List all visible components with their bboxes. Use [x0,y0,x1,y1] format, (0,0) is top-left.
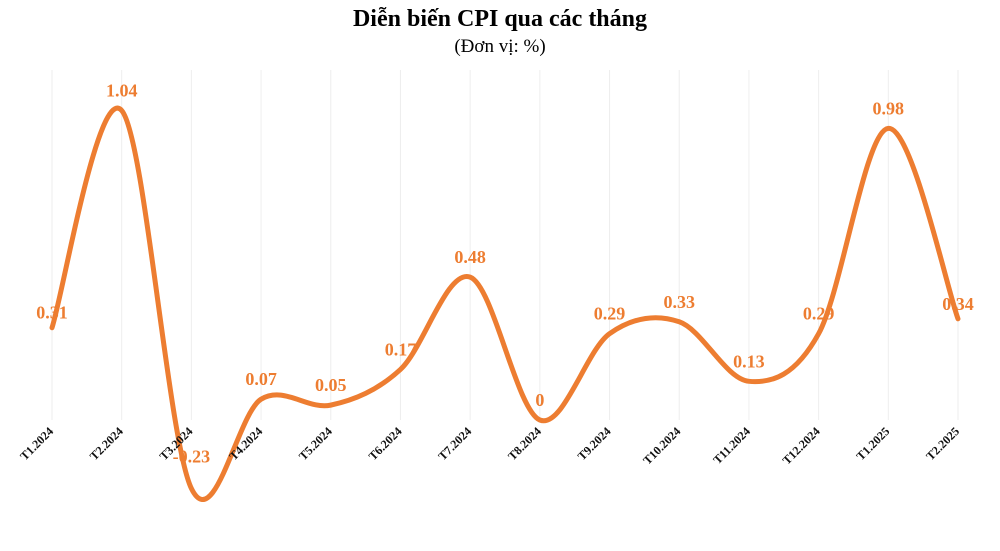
vertical-gridlines [51,70,959,420]
x-tick-label: T6.2024 [366,424,405,463]
data-label: 0.33 [663,292,695,312]
x-tick-label: T2.2025 [923,424,962,463]
x-tick-label: T7.2024 [435,424,474,463]
data-label: 0.98 [873,98,905,118]
data-label: 0.48 [454,247,486,267]
x-axis-tick-labels: T1.2024 T2.2024 T3.2024 T4.2024 T5.2024 T6.20… [17,424,962,467]
x-tick-label: T4.2024 [226,424,265,463]
x-tick-label: T1.2025 [854,424,893,463]
chart-title: Diễn biến CPI qua các tháng [352,6,648,32]
data-label: 0.29 [594,304,626,324]
data-label: 0.13 [733,351,765,371]
data-label: 0.29 [803,304,835,324]
x-tick-label: T2.2024 [87,424,126,463]
data-label: 0.05 [315,375,347,395]
data-label: 1.04 [106,80,138,100]
data-label: 0.07 [245,369,277,389]
data-label: 0.34 [942,294,974,314]
cpi-series-line [49,105,961,502]
x-tick-label: T11.2024 [710,424,753,467]
x-tick-label: T5.2024 [296,424,335,463]
data-label: 0 [535,390,544,410]
x-tick-label: T1.2024 [17,424,56,463]
x-tick-label: T12.2024 [780,424,823,467]
x-tick-label: T10.2024 [640,424,683,467]
x-tick-label: T9.2024 [575,424,614,463]
chart-subtitle: (Đơn vị: %) [454,36,546,57]
data-labels: 0.31 1.04 -0.23 0.07 0.05 0.17 0.48 0 0.29 0.33 0.… [36,80,974,466]
data-label: -0.23 [173,446,211,466]
data-label: 0.17 [385,339,417,359]
data-label: 0.31 [36,303,68,323]
x-tick-label: T8.2024 [505,424,544,463]
